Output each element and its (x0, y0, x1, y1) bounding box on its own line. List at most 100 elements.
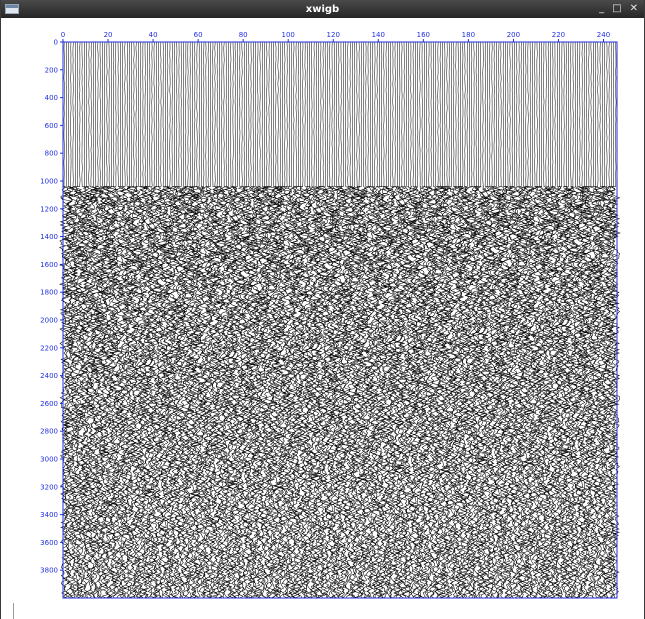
trace-active-segment (268, 186, 279, 599)
trace-active-segment (464, 186, 475, 598)
trace-active-segment (185, 186, 196, 599)
trace-active-segment (431, 186, 441, 598)
trace-active-segment (428, 186, 439, 599)
y-tick-label: 800 (45, 150, 58, 158)
trace-active-segment (59, 186, 70, 598)
trace-active-segment (389, 186, 401, 598)
trace-active-segment (304, 186, 315, 599)
trace-active-segment (588, 186, 599, 598)
trace-active-segment (470, 186, 482, 598)
trace-active-segment (383, 186, 394, 598)
trace-quiet-segment (327, 41, 329, 187)
trace-active-segment (570, 186, 581, 599)
trace-active-segment (574, 186, 586, 599)
trace-active-segment (241, 186, 252, 599)
trace-active-segment (334, 186, 345, 598)
y-tick-label: 1800 (40, 289, 58, 297)
minimize-icon[interactable]: _ (599, 3, 605, 14)
trace-active-segment (374, 186, 385, 598)
title-bar[interactable]: xwigb _ □ ✕ (1, 0, 644, 18)
trace-quiet-segment (399, 41, 401, 187)
trace-active-segment (209, 186, 221, 599)
trace-active-segment (261, 186, 272, 598)
x-tick-label: 0 (61, 31, 65, 39)
maximize-icon[interactable]: □ (612, 3, 622, 14)
trace-active-segment (177, 186, 189, 598)
seismic-plot-area[interactable]: 0 20 40 60 80 100 120 140 160 180 200 220 240 0 200 40… (1, 18, 644, 619)
trace-active-segment (142, 186, 153, 599)
trace-active-segment (518, 186, 530, 598)
trace-active-segment (140, 186, 151, 599)
trace-active-segment (403, 186, 414, 598)
trace-active-segment (322, 186, 334, 598)
trace-active-segment (599, 186, 610, 598)
trace-active-segment (450, 186, 462, 599)
trace-active-segment (567, 186, 578, 598)
x-tick-label: 200 (507, 31, 520, 39)
y-axis: 0 200 400 600 800 1000 1200 1400 1600 1800 2000 220… (40, 39, 63, 575)
y-tick-label: 2800 (40, 428, 58, 436)
close-icon[interactable]: ✕ (629, 3, 638, 14)
trace-active-segment (88, 186, 99, 598)
trace-active-segment (547, 186, 558, 599)
x-tick-label: 240 (597, 31, 610, 39)
trace-active-segment (417, 186, 428, 599)
trace-active-segment (122, 186, 133, 598)
y-tick-label: 2600 (40, 400, 58, 408)
y-tick-label: 3800 (40, 567, 58, 575)
trace-active-segment (414, 186, 425, 599)
trace-active-segment (187, 186, 198, 599)
trace-quiet-segment (241, 41, 243, 187)
y-tick-label: 400 (45, 94, 58, 102)
trace-active-segment (435, 186, 446, 599)
trace-active-segment (534, 186, 545, 598)
trace-active-segment (115, 186, 126, 598)
trace-active-segment (79, 186, 90, 598)
trace-active-segment (412, 186, 424, 599)
window-edge (13, 603, 14, 619)
trace-active-segment (358, 186, 369, 598)
trace-active-segment (67, 186, 79, 599)
trace-quiet-segment (68, 41, 70, 187)
trace-active-segment (586, 186, 597, 598)
trace-active-segment (549, 186, 561, 598)
trace-active-segment (611, 186, 621, 598)
trace-active-segment (421, 186, 433, 599)
trace-active-segment (90, 186, 101, 599)
trace-active-segment (253, 186, 264, 599)
trace-active-segment (361, 186, 371, 599)
trace-active-segment (92, 186, 103, 599)
trace-active-segment (168, 186, 180, 599)
app-icon[interactable] (5, 4, 19, 14)
trace-quiet-segment (158, 41, 160, 187)
x-axis: 0 20 40 60 80 100 120 140 160 180 200 220 240 (61, 31, 610, 42)
trace-active-segment (214, 186, 225, 599)
trace-active-segment (104, 186, 115, 599)
trace-active-segment (232, 186, 243, 598)
x-tick-label: 60 (194, 31, 203, 39)
wiggle-plot[interactable]: 0 20 40 60 80 100 120 140 160 180 200 220 240 0 200 40… (1, 18, 644, 619)
trace-active-segment (101, 186, 113, 599)
trace-active-segment (257, 186, 268, 598)
trace-active-segment (369, 186, 381, 598)
y-tick-label: 1000 (40, 178, 58, 186)
trace-active-segment (376, 186, 387, 599)
trace-active-segment (594, 186, 606, 599)
x-tick-label: 160 (417, 31, 430, 39)
trace-active-segment (299, 186, 311, 599)
trace-active-segment (559, 186, 570, 598)
window-controls: _ □ ✕ (599, 0, 638, 18)
trace-active-segment (572, 186, 583, 599)
trace-active-segment (401, 186, 412, 598)
trace-active-segment (201, 186, 211, 599)
trace-active-segment (540, 186, 552, 599)
trace-active-segment (292, 186, 304, 599)
trace-active-segment (457, 186, 468, 599)
trace-active-segment (158, 186, 169, 598)
trace-active-segment (356, 186, 367, 599)
trace-active-segment (509, 186, 520, 598)
trace-active-segment (597, 186, 608, 599)
trace-active-segment (171, 186, 183, 599)
y-tick-label: 600 (45, 122, 58, 130)
